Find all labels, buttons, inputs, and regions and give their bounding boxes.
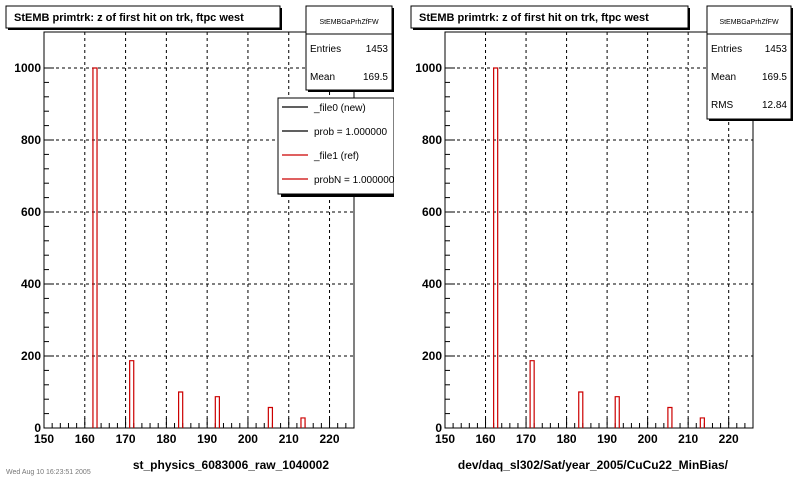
stats-label: Mean [310,72,335,83]
histogram-bar [493,67,499,428]
stats-value: 1453 [765,44,788,55]
stats-label: Mean [711,72,736,83]
histogram-panel-2: 150 160 170 180 190 200 210 220 0 200 400 600 800 100… [410,5,793,472]
x-tick-label: 210 [279,432,299,446]
y-tick-label: 0 [34,421,41,435]
x-tick-label: 220 [320,432,340,446]
x-tick-label: 150 [435,432,455,446]
x-tick-label: 170 [116,432,136,446]
histogram-bar [300,417,306,428]
y-tick-label: 1000 [415,61,442,75]
stats-header: StEMBGaPrhZfFW [719,19,779,26]
x-tick-label: 160 [476,432,496,446]
y-tick-label: 1000 [14,61,41,75]
stats-value: 12.84 [762,100,787,111]
title-box [410,5,689,29]
legend-label: _file1 (ref) [313,151,359,162]
x-axis-label: dev/daq_sl302/Sat/year_2005/CuCu22_MinBi… [458,458,729,472]
chart-title: StEMB primtrk: z of first hit on trk, ft… [419,12,649,24]
y-tick-label: 200 [422,349,442,363]
x-tick-label: 220 [719,432,739,446]
histogram-bar [578,391,584,428]
histogram-bar [699,417,705,428]
legend-label: _file0 (new) [313,103,366,114]
stats-box [706,5,792,120]
x-axis-label: st_physics_6083006_raw_1040002 [133,458,329,472]
chart-title: StEMB primtrk: z of first hit on trk, ft… [14,12,244,24]
histogram-bar [129,360,135,428]
legend-label: probN = 1.000000 [314,175,395,186]
histogram-bar [667,406,673,428]
legend-label: prob = 1.000000 [314,127,388,138]
histogram-panel-1: 150 160 170 180 190 200 210 220 0 200 400 600 800 100… [5,5,395,472]
histogram-bar [178,391,184,428]
plot-frame [444,31,754,429]
y-tick-label: 0 [435,421,442,435]
stats-label: Entries [711,44,742,55]
x-tick-label: 200 [638,432,658,446]
y-tick-label: 400 [422,277,442,291]
y-tick-label: 600 [21,205,41,219]
x-tick-label: 180 [156,432,176,446]
y-tick-label: 800 [21,133,41,147]
y-tick-label: 800 [422,133,442,147]
y-tick-label: 200 [21,349,41,363]
stats-value: 169.5 [363,72,388,83]
histogram-bar [92,67,98,428]
y-tick-label: 600 [422,205,442,219]
plot-frame [43,31,355,429]
footer-timestamp: Wed Aug 10 16:23:51 2005 [6,469,91,476]
legend-box [277,97,394,195]
x-tick-label: 210 [678,432,698,446]
x-tick-label: 160 [75,432,95,446]
x-tick-label: 180 [557,432,577,446]
x-tick-label: 200 [238,432,258,446]
histogram-bar [614,396,620,428]
histogram-bar [214,396,220,428]
histogram-bar [529,360,535,428]
x-tick-label: 190 [597,432,617,446]
stats-label: Entries [310,44,341,55]
legend: _file0 (new) prob = 1.000000 _file1 (ref) p… [277,97,395,197]
stats-box [305,5,393,91]
x-tick-label: 190 [197,432,217,446]
y-tick-label: 400 [21,277,41,291]
histogram-bar [267,406,274,428]
x-tick-label: 170 [516,432,536,446]
stats-value: 169.5 [762,72,787,83]
title-box [5,5,281,29]
x-tick-label: 150 [34,432,54,446]
stats-value: 1453 [366,44,389,55]
stats-header: StEMBGaPrhZfFW [319,19,379,26]
stats-label: RMS [711,100,734,111]
